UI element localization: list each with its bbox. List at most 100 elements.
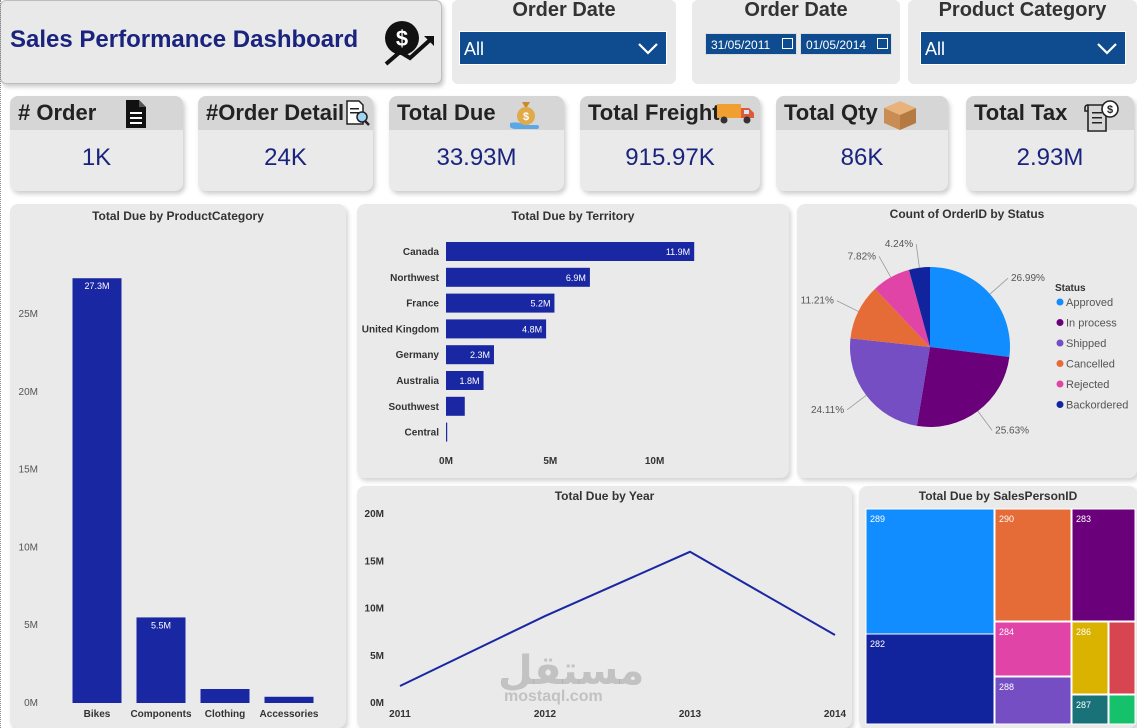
tax-receipt-icon: $ xyxy=(1084,100,1119,132)
bar xyxy=(136,617,186,703)
chart-title: Total Due by SalesPersonID xyxy=(918,489,1078,503)
chevron-down-icon xyxy=(638,43,658,55)
kpi-card-orders: # Order 1K xyxy=(10,96,183,191)
chart-title: Total Due by Year xyxy=(554,489,655,503)
kpi-value: 915.97K xyxy=(625,144,715,171)
data-label: 6.9M xyxy=(566,273,586,283)
start-date-input[interactable]: 31/05/2011 xyxy=(705,33,797,55)
x-tick-label: Clothing xyxy=(205,709,246,720)
kpi-value: 33.93M xyxy=(436,144,517,171)
treemap-label: 288 xyxy=(999,682,1014,692)
legend-label: Rejected xyxy=(1066,379,1109,391)
calendar-icon xyxy=(877,38,888,49)
kpi-card-order-detail: #Order Detail 24K xyxy=(198,96,373,191)
bar xyxy=(200,688,250,703)
data-label: 27.3M xyxy=(84,281,109,291)
chart-title: Count of OrderID by Status xyxy=(889,207,1045,221)
treemap-cell xyxy=(1108,694,1136,725)
bar xyxy=(72,278,122,703)
data-label: 11.9M xyxy=(666,247,690,257)
title-panel: Sales Performance Dashboard $ xyxy=(0,0,442,84)
treemap-cell xyxy=(1108,621,1136,695)
y-tick-label: 10M xyxy=(19,542,38,553)
legend-marker xyxy=(1056,401,1064,408)
treemap-cell xyxy=(1071,694,1109,725)
sales-growth-icon: $ xyxy=(384,21,434,66)
chart-status: Count of OrderID by Status 26.99% 25.63% 2… xyxy=(797,204,1137,478)
y-tick-label: 5M xyxy=(370,651,384,662)
treemap-cell xyxy=(994,676,1072,725)
kpi-label: # Order xyxy=(18,100,97,125)
data-label: 4.24% xyxy=(885,239,913,250)
truck-icon xyxy=(717,104,754,124)
legend-marker xyxy=(1056,319,1064,326)
kpi-value: 24K xyxy=(264,144,307,171)
treemap-cell xyxy=(865,633,995,725)
chart-title: Total Due by Territory xyxy=(511,209,635,223)
order-date-dropdown[interactable]: All xyxy=(459,31,667,65)
product-category-title: Product Category xyxy=(938,0,1107,21)
x-tick-label: 2011 xyxy=(389,709,411,720)
treemap-cell xyxy=(1071,621,1109,695)
y-tick-label: 0M xyxy=(370,698,384,709)
status-pie-chart: 26.99% 25.63% 24.11% 11.21% 7.82% 4.24% Status… xyxy=(801,239,1129,436)
treemap-label: 289 xyxy=(870,514,885,524)
box-icon xyxy=(884,101,916,130)
svg-text:$: $ xyxy=(1107,104,1113,116)
legend-label: Backordered xyxy=(1066,400,1128,412)
calendar-icon xyxy=(782,38,793,49)
y-tick-label: Germany xyxy=(396,350,440,361)
treemap-label: 290 xyxy=(999,514,1014,524)
pie-slice xyxy=(875,269,930,347)
x-tick-label: 2013 xyxy=(679,709,702,720)
kpi-card-total-tax: Total Tax $ 2.93M xyxy=(966,96,1134,191)
pie-slice xyxy=(916,347,1010,427)
product-category-value: All xyxy=(925,39,946,59)
data-label: 4.8M xyxy=(522,324,542,334)
end-date-input[interactable]: 01/05/2014 xyxy=(800,33,892,55)
chart-product-category: Total Due by ProductCategory 0M 5M 10M 15M 2… xyxy=(10,204,346,728)
treemap-label: 287 xyxy=(1076,700,1091,710)
product-category-slicer: Product Category All xyxy=(908,0,1137,84)
kpi-value: 2.93M xyxy=(1016,144,1084,171)
legend-title: Status xyxy=(1055,283,1086,294)
product-category-bar-chart: 0M 5M 10M 15M 20M 25M 27.3M Bikes 5.5M Components… xyxy=(19,278,319,720)
leader-line xyxy=(989,277,1009,295)
x-tick-label: 2012 xyxy=(534,709,557,720)
legend-label: In process xyxy=(1066,318,1117,330)
order-date-slicer-title: Order Date xyxy=(512,0,616,21)
territory-bar-chart: Canada 11.9M Northwest 6.9M France 5.2M United… xyxy=(362,242,695,467)
data-label: 11.21% xyxy=(801,296,834,307)
y-tick-label: 20M xyxy=(365,509,384,520)
y-tick-label: Southwest xyxy=(388,402,439,413)
bar xyxy=(446,293,555,313)
leader-line xyxy=(977,410,993,431)
kpi-card-total-due: Total Due $ 33.93M xyxy=(389,96,564,191)
bar xyxy=(446,267,590,287)
treemap-cell xyxy=(994,508,1072,622)
kpi-card-total-freight: Total Freight 915.97K xyxy=(580,96,760,191)
y-tick-label: Central xyxy=(405,428,440,439)
legend-marker xyxy=(1056,298,1064,306)
year-line-chart: 0M 5M 10M 15M 20M 2011 2012 2013 2014 xyxy=(365,509,847,720)
kpi-label: Total Qty xyxy=(784,100,878,125)
data-label: 5.5M xyxy=(151,620,171,630)
document-icon xyxy=(126,100,146,128)
legend-label: Cancelled xyxy=(1066,359,1115,371)
pie-slice xyxy=(850,288,930,347)
series-line xyxy=(399,550,836,687)
bar xyxy=(446,396,465,416)
order-date-slicer: Order Date All xyxy=(452,0,676,84)
treemap-label: 282 xyxy=(870,639,885,649)
leader-line xyxy=(878,256,892,278)
treemap-label: 286 xyxy=(1076,627,1091,637)
product-category-dropdown[interactable]: All xyxy=(920,31,1126,65)
svg-text:$: $ xyxy=(396,26,408,51)
kpi-value: 1K xyxy=(81,144,112,171)
y-tick-label: France xyxy=(406,299,439,310)
y-tick-label: 10M xyxy=(365,604,384,615)
bar xyxy=(264,696,314,703)
bar xyxy=(446,242,695,261)
y-tick-label: Canada xyxy=(403,247,440,258)
order-date-dropdown-value: All xyxy=(464,39,485,59)
